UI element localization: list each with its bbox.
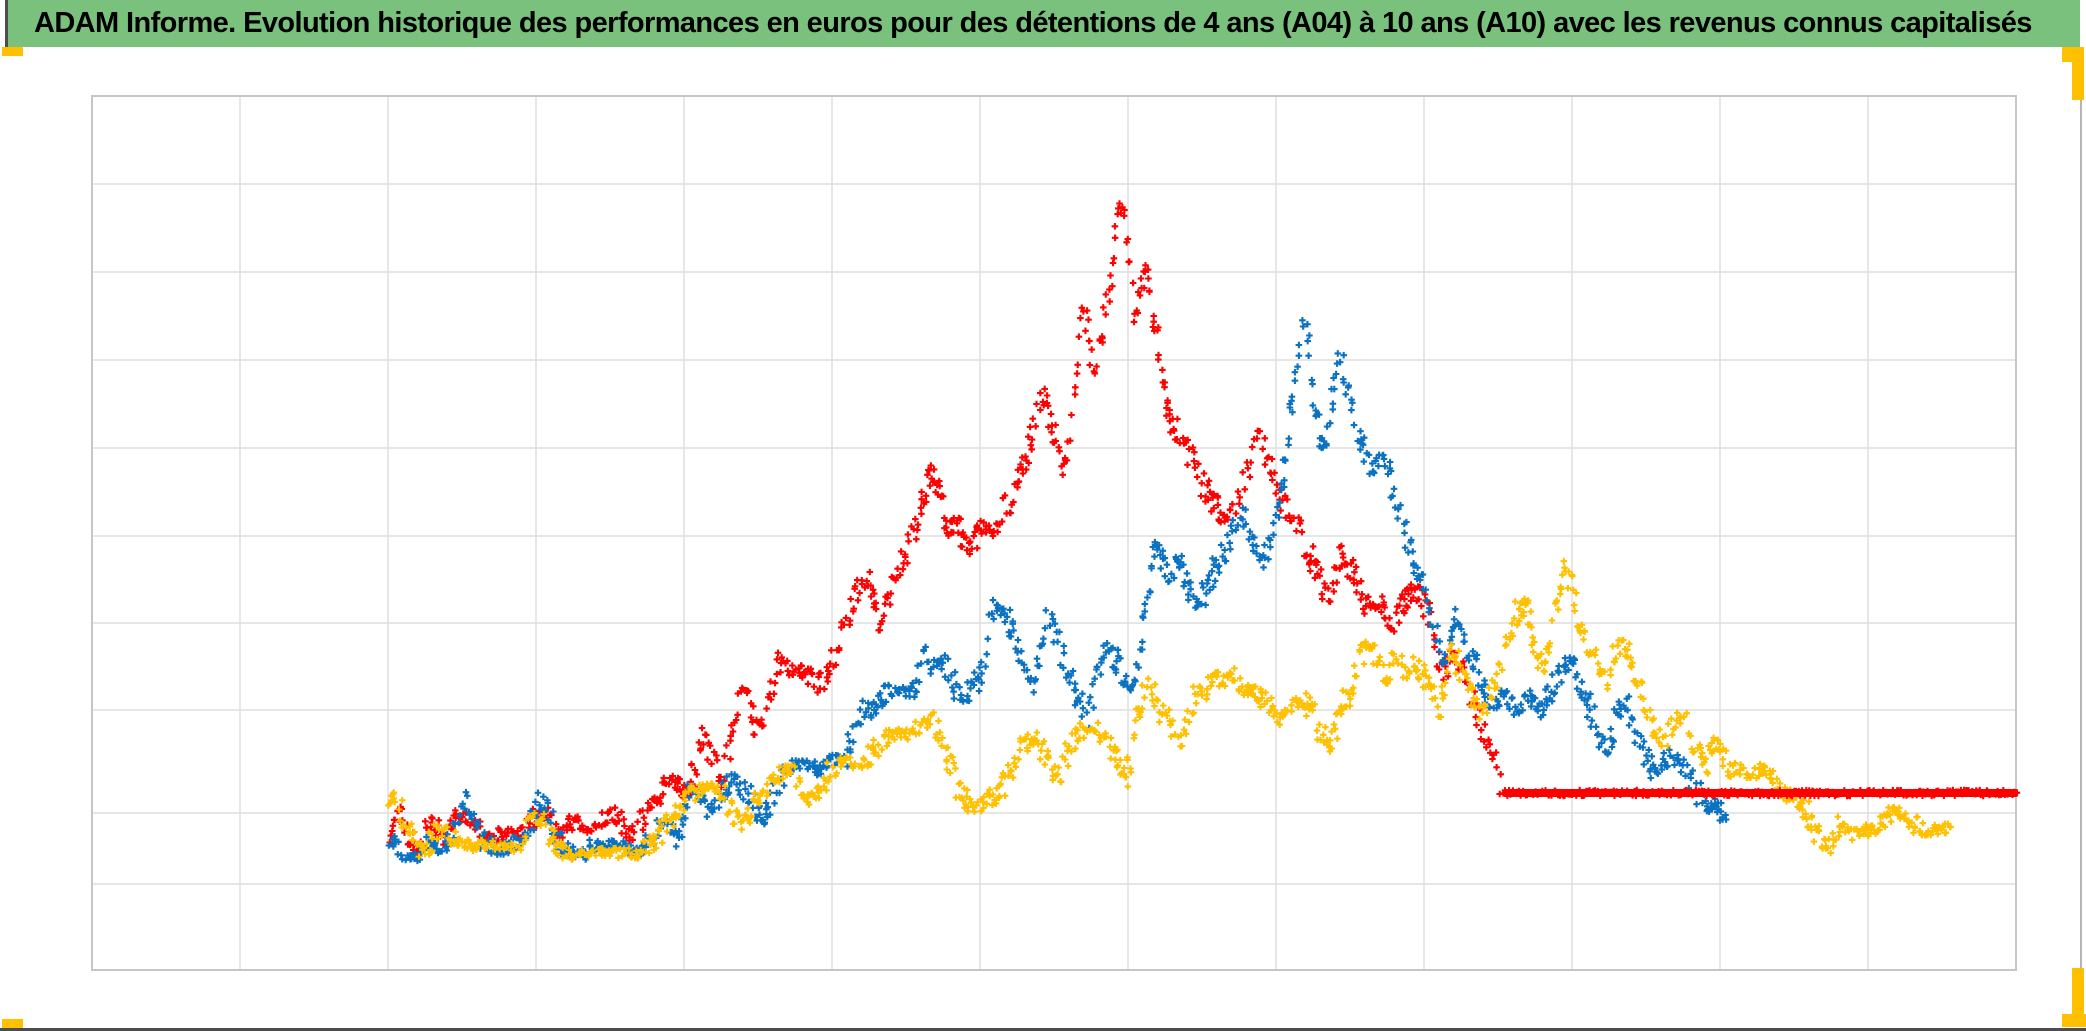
plot-border bbox=[91, 95, 2017, 971]
accent-bottom-right-vertical bbox=[2072, 968, 2084, 1018]
red-flat-line-markers bbox=[1500, 786, 2021, 800]
accent-top-left bbox=[2, 47, 23, 56]
left-edge-tick bbox=[5, 0, 8, 56]
title-bar: ADAM Informe. Evolution historique des p… bbox=[8, 0, 2080, 47]
bottom-border-line bbox=[0, 1028, 2086, 1031]
accent-top-right-vertical bbox=[2072, 47, 2084, 100]
accent-bottom-left bbox=[2, 1019, 23, 1028]
right-border-line bbox=[2080, 100, 2082, 968]
page-title: ADAM Informe. Evolution historique des p… bbox=[34, 7, 2032, 39]
accent-bottom-right-horizontal bbox=[2062, 1014, 2086, 1027]
